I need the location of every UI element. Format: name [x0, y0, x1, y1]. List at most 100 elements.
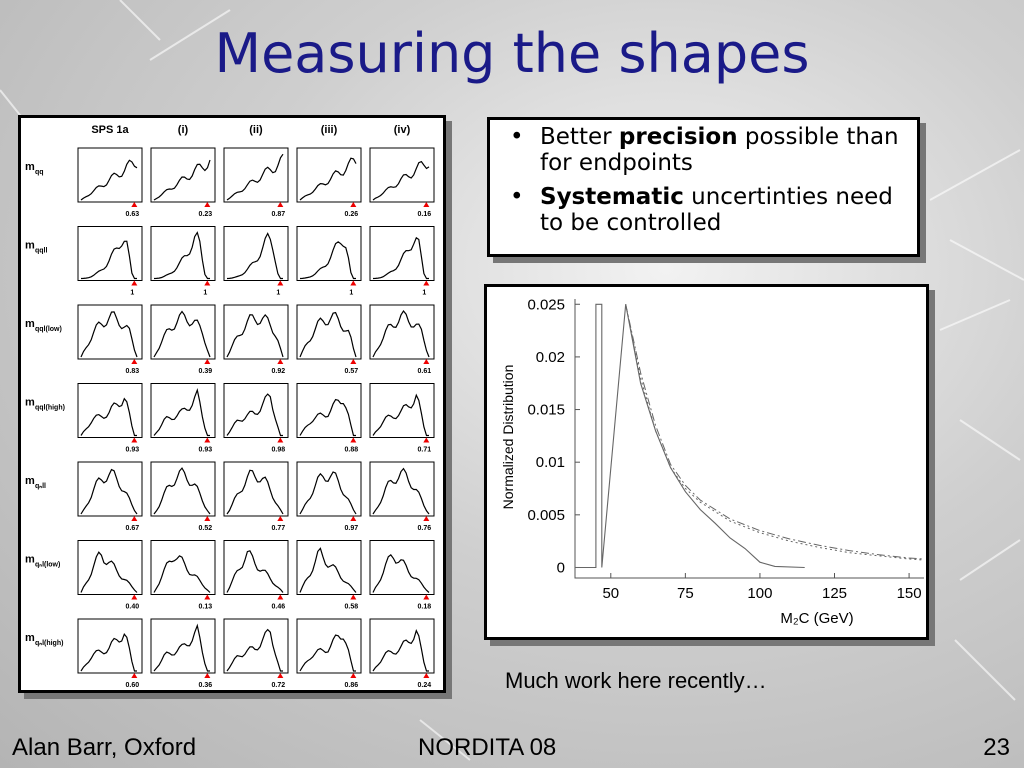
- histogram-curve: [153, 387, 210, 437]
- y-tick-label: 0.01: [536, 454, 565, 471]
- bullet-dot: •: [510, 124, 524, 150]
- histogram-curve: [372, 629, 429, 672]
- x-tick-label: 125: [822, 585, 847, 602]
- endpoint-marker: [277, 594, 284, 600]
- histogram-curve: [226, 153, 284, 201]
- cell-value: 0.13: [199, 604, 213, 611]
- cell-value: 1: [276, 290, 280, 297]
- endpoint-marker: [131, 673, 138, 678]
- row-label-subscript: qₙll: [35, 483, 46, 490]
- cell-value: 0.58: [345, 604, 359, 611]
- cell-value: 0.46: [272, 604, 286, 611]
- cell-value: 0.18: [418, 604, 432, 611]
- cell-value: 1: [349, 290, 353, 297]
- cell-value: 0.26: [345, 211, 359, 218]
- histogram-curve: [299, 398, 356, 437]
- endpoint-marker: [204, 202, 211, 207]
- row-label-subscript: qql(low): [35, 326, 62, 333]
- histogram-curve: [299, 311, 357, 358]
- cell-value: 0.36: [199, 682, 213, 689]
- bullet-item: • Systematic uncertinties need to be con…: [506, 184, 907, 236]
- cell-value: 0.23: [199, 211, 213, 218]
- histogram-curve: [153, 555, 211, 593]
- histogram-curve: [226, 313, 284, 358]
- cell-value: 1: [130, 290, 134, 297]
- y-tick-label: 0.02: [536, 349, 565, 366]
- cell-value: 0.16: [418, 211, 432, 218]
- row-label-subscript: qqll: [35, 248, 47, 255]
- histogram-cell: [369, 540, 435, 595]
- histogram-cell: [223, 226, 289, 281]
- bullet-box: • Better precision possible than for end…: [487, 117, 920, 257]
- endpoint-marker: [131, 437, 138, 443]
- endpoint-marker: [204, 673, 211, 678]
- histogram-curve: [153, 310, 211, 358]
- histogram-curve: [226, 232, 283, 280]
- histogram-cell: [369, 618, 435, 674]
- cell-value: 0.72: [272, 682, 286, 689]
- endpoint-marker: [423, 280, 430, 286]
- cell-value: 0.24: [418, 682, 432, 689]
- histogram-cell: [150, 147, 216, 203]
- histogram-cell: [296, 304, 362, 360]
- histogram-curve: [80, 311, 138, 358]
- cell-value: 0.97: [345, 525, 359, 532]
- histogram-curve: [299, 157, 357, 201]
- series-line-dotted: [625, 304, 925, 561]
- y-tick-label: 0: [557, 559, 565, 576]
- histogram-curve: [226, 550, 284, 593]
- bullet-list: • Better precision possible than for end…: [490, 120, 917, 236]
- endpoint-marker: [423, 516, 430, 521]
- histogram-curve: [372, 467, 430, 515]
- bullet-post: possible than for endpoints: [540, 124, 899, 176]
- histogram-curve: [372, 236, 429, 280]
- endpoint-marker: [204, 280, 211, 286]
- bullet-post: uncertinties need to be controlled: [540, 184, 893, 236]
- cell-value: 0.86: [345, 682, 359, 689]
- footer-event: NORDITA 08: [418, 734, 557, 761]
- row-label-subscript: qql(high): [35, 405, 65, 412]
- endpoint-marker: [204, 516, 211, 521]
- endpoint-marker: [350, 594, 357, 600]
- bullet-dot: •: [510, 184, 524, 210]
- histogram-cell: [77, 147, 143, 203]
- x-tick-label: 150: [897, 585, 922, 602]
- row-label-subscript: qₙl(high): [35, 640, 63, 647]
- bullet-pre: Better: [540, 124, 619, 150]
- row-label: m: [25, 632, 35, 644]
- histogram-curve: [299, 471, 357, 515]
- histogram-curve: [153, 467, 211, 515]
- histogram-cell: [150, 618, 216, 674]
- histogram-cell: [296, 540, 362, 595]
- endpoint-marker: [423, 594, 430, 600]
- endpoint-marker: [350, 673, 357, 678]
- endpoint-marker: [423, 437, 430, 443]
- endpoint-marker: [350, 516, 357, 521]
- y-tick-label: 0.025: [527, 296, 565, 313]
- endpoint-marker: [350, 202, 357, 207]
- row-label: m: [25, 318, 35, 330]
- endpoint-marker: [350, 359, 357, 364]
- footer-author: Alan Barr, Oxford: [12, 734, 197, 761]
- cell-value: 0.63: [126, 211, 140, 218]
- y-axis-label: Normalized Distribution: [500, 365, 516, 510]
- histogram-cell: [77, 226, 143, 281]
- histogram-cell: [223, 618, 289, 674]
- histogram-curve: [372, 393, 429, 437]
- histogram-cell: [296, 147, 362, 203]
- histogram-curve: [299, 547, 357, 593]
- column-header: (iii): [321, 124, 338, 136]
- endpoint-marker: [131, 280, 138, 286]
- cell-value: 1: [422, 290, 426, 297]
- histogram-curve: [372, 309, 430, 358]
- endpoint-marker: [204, 359, 211, 364]
- histogram-curve: [153, 231, 210, 280]
- endpoint-marker: [131, 359, 138, 364]
- endpoint-marker: [423, 202, 430, 207]
- cell-value: 0.77: [272, 525, 286, 532]
- histogram-curve: [80, 240, 137, 280]
- distribution-plot: 50 75 100 125 150 0 0.005 0.01 0.015 0.02 0.025 M₂C…: [500, 296, 925, 627]
- y-tick-label: 0.005: [527, 507, 565, 524]
- histogram-cell: [150, 383, 216, 438]
- bullet-bold: Systematic: [540, 184, 684, 210]
